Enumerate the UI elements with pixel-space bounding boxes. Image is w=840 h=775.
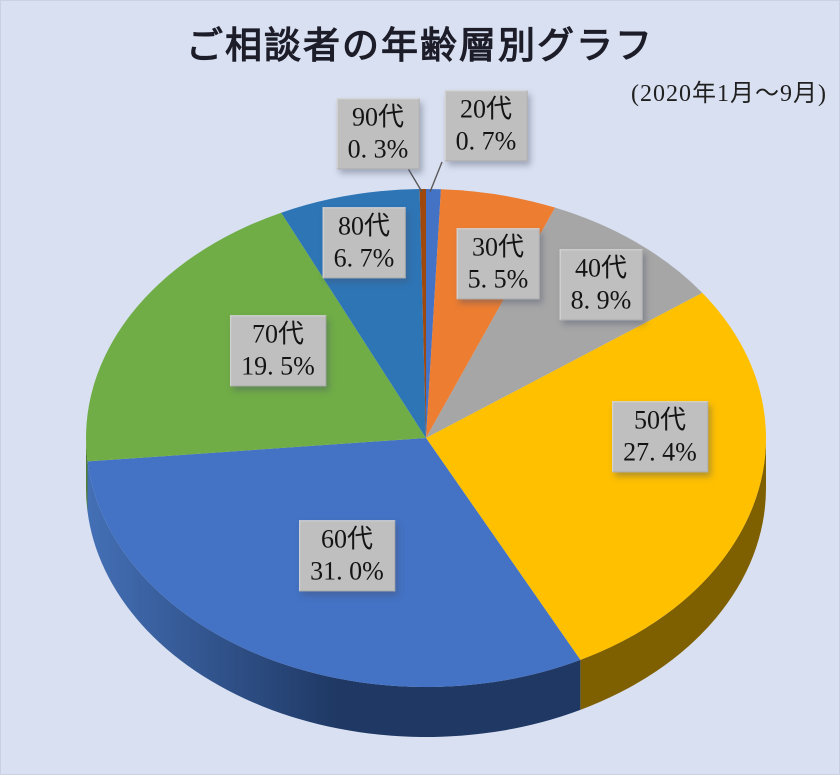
slice-label-value: 0. 7% — [455, 126, 517, 155]
slice-label-name: 80代 — [337, 211, 391, 241]
slice-label-value: 31. 0% — [310, 556, 384, 585]
slice-label-name: 50代 — [633, 405, 687, 435]
pie-slice-50s-side — [580, 438, 766, 710]
slice-label-20s: 20代 0. 7% — [444, 90, 528, 162]
slice-label-90s: 90代 0. 3% — [336, 98, 420, 170]
slice-label-value: 6. 7% — [333, 243, 395, 272]
slice-label-50s: 50代 27. 4% — [612, 401, 708, 473]
slice-label-name: 20代 — [459, 94, 513, 124]
pie-slice-20s — [426, 189, 441, 438]
slice-label-30s: 30代 5. 5% — [456, 228, 540, 300]
slice-label-name: 30代 — [471, 232, 525, 262]
slice-label-80s: 80代 6. 7% — [322, 207, 406, 279]
slice-label-name: 60代 — [320, 524, 374, 554]
slice-label-name: 70代 — [251, 319, 305, 349]
slice-label-name: 90代 — [351, 102, 405, 132]
slice-label-40s: 40代 8. 9% — [559, 249, 643, 321]
slice-label-value: 5. 5% — [467, 264, 529, 293]
leader-line-20s — [429, 161, 443, 193]
slice-label-70s: 70代 19. 5% — [230, 315, 326, 387]
chart-subtitle: (2020年1月～9月) — [631, 81, 827, 107]
slice-label-value: 8. 9% — [570, 285, 632, 314]
slice-label-value: 0. 3% — [347, 134, 409, 163]
slice-label-name: 40代 — [574, 253, 628, 283]
pie-slice-70s-side — [86, 438, 88, 512]
pie-slice-90s — [419, 189, 426, 438]
chart-title: ご相談者の年齢層別グラフ — [186, 26, 654, 67]
slice-label-value: 27. 4% — [623, 437, 697, 466]
pie-slice-50s — [426, 292, 766, 660]
slice-label-60s: 60代 31. 0% — [299, 520, 395, 592]
slice-label-value: 19. 5% — [241, 351, 315, 380]
pie-slice-60s-side — [87, 461, 581, 737]
